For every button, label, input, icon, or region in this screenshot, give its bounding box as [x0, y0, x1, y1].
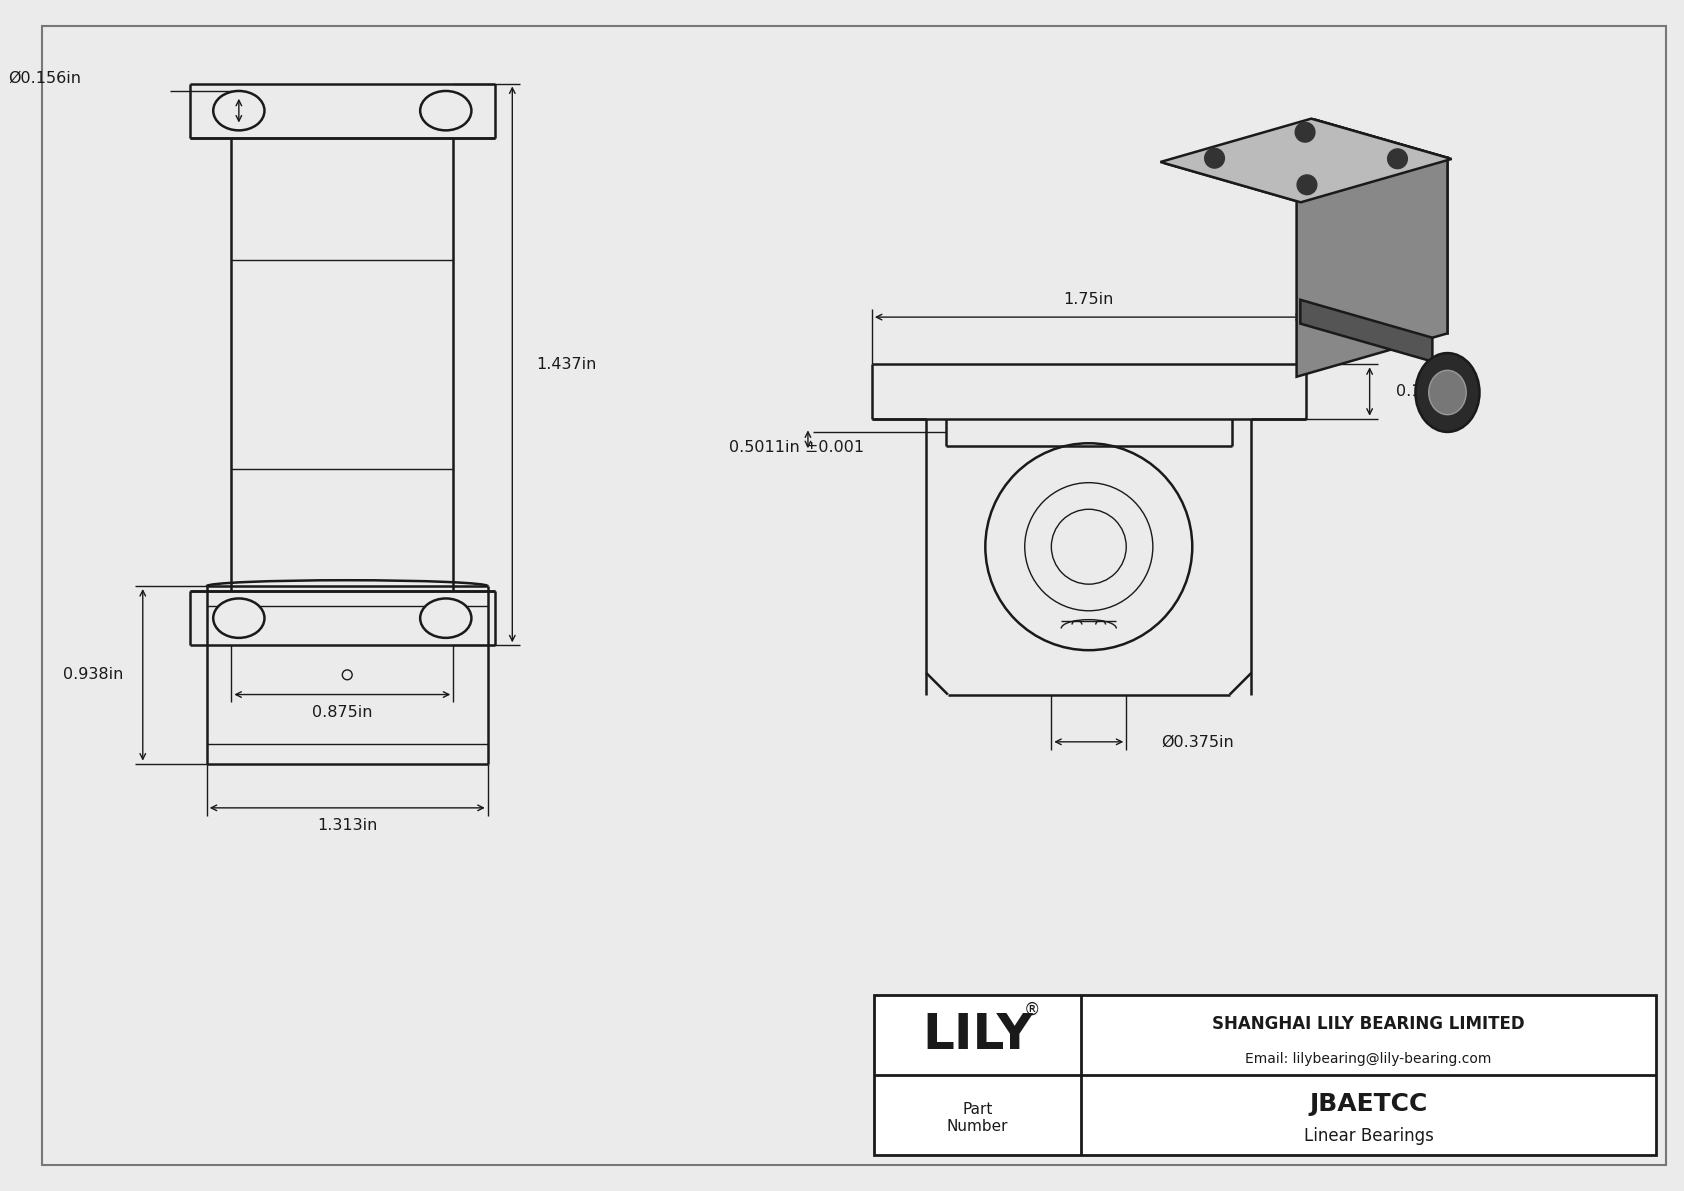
Ellipse shape [214, 91, 264, 130]
Text: Ø0.156in: Ø0.156in [8, 71, 81, 86]
Circle shape [1297, 175, 1317, 194]
Text: ®: ® [1024, 1000, 1041, 1018]
Polygon shape [1315, 120, 1448, 333]
Text: 0.5011in ±0.001: 0.5011in ±0.001 [729, 439, 864, 455]
Text: JBAETCC: JBAETCC [1310, 1092, 1428, 1116]
Ellipse shape [214, 598, 264, 638]
Ellipse shape [421, 91, 472, 130]
Polygon shape [1297, 157, 1448, 376]
Text: 1.313in: 1.313in [317, 818, 377, 833]
Text: SHANGHAI LILY BEARING LIMITED: SHANGHAI LILY BEARING LIMITED [1212, 1015, 1526, 1033]
Polygon shape [1160, 119, 1452, 202]
Polygon shape [1165, 120, 1448, 201]
Text: 0.875in: 0.875in [312, 705, 372, 719]
Text: LILY: LILY [923, 1011, 1032, 1059]
Text: Ø0.375in: Ø0.375in [1160, 735, 1234, 749]
Text: 1.437in: 1.437in [536, 357, 596, 372]
Polygon shape [1300, 300, 1433, 362]
Ellipse shape [1416, 353, 1480, 432]
FancyBboxPatch shape [874, 996, 1657, 1155]
Circle shape [1295, 123, 1315, 142]
Circle shape [1204, 149, 1224, 168]
Circle shape [1388, 149, 1408, 169]
Text: 0.188in: 0.188in [1396, 384, 1457, 399]
Text: Email: lilybearing@lily-bearing.com: Email: lilybearing@lily-bearing.com [1246, 1052, 1492, 1066]
Ellipse shape [421, 598, 472, 638]
Text: 0.938in: 0.938in [64, 667, 123, 682]
Text: 1.75in: 1.75in [1064, 292, 1115, 307]
Text: Linear Bearings: Linear Bearings [1303, 1127, 1433, 1145]
Ellipse shape [1428, 370, 1467, 414]
Text: Part
Number: Part Number [946, 1102, 1009, 1134]
